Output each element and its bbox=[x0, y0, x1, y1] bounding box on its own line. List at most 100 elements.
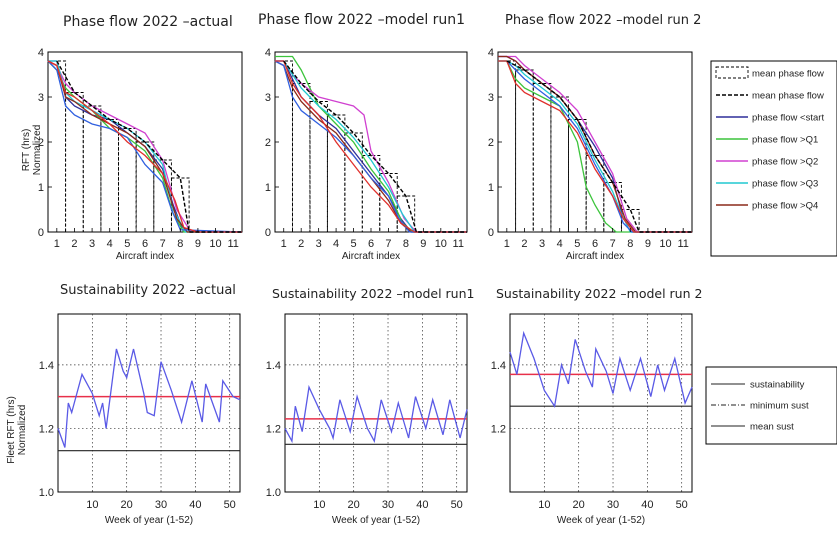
phase-plot-area bbox=[274, 51, 468, 233]
legend-label: minimum sust bbox=[750, 401, 809, 412]
x-tick-label: 3 bbox=[539, 238, 545, 250]
sust-title-run2: Sustainability 2022 –model run 2 bbox=[496, 286, 702, 301]
phase-xlabel: Aircraft index bbox=[116, 251, 174, 262]
x-tick-label: 40 bbox=[641, 499, 653, 511]
y-tick-label: 3 bbox=[488, 92, 494, 104]
x-tick-label: 40 bbox=[189, 499, 201, 511]
y-tick-label: 4 bbox=[38, 47, 44, 59]
mean-phase-flow-line bbox=[283, 60, 467, 233]
x-tick-label: 30 bbox=[382, 499, 394, 511]
mean-phase-flow-line bbox=[56, 60, 242, 233]
legend-label: mean sust bbox=[750, 422, 794, 433]
y-tick-label: 1 bbox=[265, 182, 271, 194]
x-tick-label: 50 bbox=[224, 499, 236, 511]
x-tick-label: 4 bbox=[557, 238, 563, 250]
y-tick-label: 1.4 bbox=[39, 360, 54, 372]
sustainability-line bbox=[509, 330, 693, 408]
y-tick-label: 1.0 bbox=[266, 487, 281, 499]
legend-label: phase flow >Q4 bbox=[752, 201, 818, 212]
mean-phase-flow-bar bbox=[532, 83, 552, 233]
x-tick-label: 8 bbox=[403, 238, 409, 250]
phase-title-actual: Phase flow 2022 –actual bbox=[63, 14, 233, 30]
mean-phase-flow-bar bbox=[292, 83, 311, 233]
legend-phase-frame bbox=[710, 60, 837, 257]
x-tick-label: 7 bbox=[160, 238, 166, 250]
x-tick-label: 5 bbox=[350, 238, 356, 250]
phase-series-line bbox=[275, 60, 467, 233]
x-tick-label: 1 bbox=[281, 238, 287, 250]
legend-label: mean phase flow bbox=[752, 69, 824, 80]
legend-item: sustainability bbox=[711, 380, 805, 391]
x-tick-label: 8 bbox=[627, 238, 633, 250]
legend-item: phase flow <start bbox=[716, 113, 824, 124]
y-tick-label: 3 bbox=[265, 92, 271, 104]
legend-phase: mean phase flow mean phase flow phase flow… bbox=[710, 60, 837, 257]
phase-ylabel-line1: RFT (hrs) bbox=[21, 129, 32, 172]
x-tick-label: 3 bbox=[89, 238, 95, 250]
phase-series-line bbox=[47, 60, 242, 233]
y-tick-label: 1.2 bbox=[39, 423, 54, 435]
sust-ylabel-line2: Normalized bbox=[17, 405, 28, 456]
y-tick-label: 4 bbox=[265, 47, 271, 59]
phase-series-line bbox=[498, 55, 692, 233]
x-tick-label: 4 bbox=[107, 238, 113, 250]
y-tick-label: 2 bbox=[265, 137, 271, 149]
phase-xlabel: Aircraft index bbox=[566, 251, 624, 262]
x-tick-label: 10 bbox=[313, 499, 325, 511]
x-tick-label: 7 bbox=[610, 238, 616, 250]
legend-swatch-box bbox=[715, 66, 749, 79]
x-tick-label: 6 bbox=[142, 238, 148, 250]
phase-series-line bbox=[274, 60, 467, 233]
x-tick-label: 8 bbox=[177, 238, 183, 250]
legend-sust-frame bbox=[705, 366, 837, 445]
sust-xlabel: Week of year (1-52) bbox=[332, 515, 420, 526]
x-tick-label: 5 bbox=[574, 238, 580, 250]
x-tick-label: 2 bbox=[521, 238, 527, 250]
legend-item: phase flow >Q2 bbox=[716, 157, 818, 168]
x-tick-label: 30 bbox=[607, 499, 619, 511]
x-tick-label: 40 bbox=[416, 499, 428, 511]
sust-plot-area bbox=[57, 313, 241, 493]
x-tick-label: 1 bbox=[54, 238, 60, 250]
phase-series-line bbox=[275, 60, 467, 233]
x-tick-label: 5 bbox=[124, 238, 130, 250]
phase-series-line bbox=[47, 60, 242, 233]
legend-label: phase flow <start bbox=[752, 113, 824, 124]
x-tick-label: 10 bbox=[538, 499, 550, 511]
x-tick-label: 50 bbox=[451, 499, 463, 511]
phase-series-line bbox=[498, 60, 692, 233]
sust-xlabel: Week of year (1-52) bbox=[557, 515, 645, 526]
x-tick-label: 9 bbox=[420, 238, 426, 250]
y-tick-label: 1 bbox=[488, 182, 494, 194]
x-tick-label: 10 bbox=[659, 238, 671, 250]
y-tick-label: 1 bbox=[38, 182, 44, 194]
phase-series-line bbox=[498, 60, 692, 233]
x-tick-label: 9 bbox=[645, 238, 651, 250]
x-tick-label: 30 bbox=[155, 499, 167, 511]
sust-chart-0: 10 20 30 40 50 1.0 1.2 1.4 Week of year (1-52) bbox=[39, 313, 241, 526]
mean-phase-flow-bar bbox=[118, 128, 137, 233]
y-tick-label: 1.0 bbox=[39, 487, 54, 499]
x-tick-label: 20 bbox=[573, 499, 585, 511]
sust-chart-2: 10 20 30 40 50 1.2 1.4 Week of year (1-52) bbox=[491, 313, 693, 526]
legend-item: phase flow >Q1 bbox=[716, 135, 818, 146]
y-tick-label: 0 bbox=[488, 227, 494, 239]
y-tick-label: 1.4 bbox=[266, 360, 281, 372]
phase-title-run2: Phase flow 2022 –model run 2 bbox=[505, 13, 701, 28]
x-tick-label: 20 bbox=[348, 499, 360, 511]
x-tick-label: 11 bbox=[677, 238, 688, 250]
legend-label: phase flow >Q1 bbox=[752, 135, 818, 146]
y-tick-label: 1.2 bbox=[266, 423, 281, 435]
sust-plot-area bbox=[509, 313, 693, 493]
legend-item: phase flow >Q3 bbox=[716, 179, 818, 190]
x-tick-label: 2 bbox=[298, 238, 304, 250]
y-tick-label: 2 bbox=[488, 137, 494, 149]
x-tick-label: 7 bbox=[385, 238, 391, 250]
x-tick-label: 4 bbox=[333, 238, 339, 250]
x-tick-label: 2 bbox=[71, 238, 77, 250]
phase-ylabel-line2: Normalized bbox=[32, 125, 43, 176]
x-tick-label: 3 bbox=[316, 238, 322, 250]
